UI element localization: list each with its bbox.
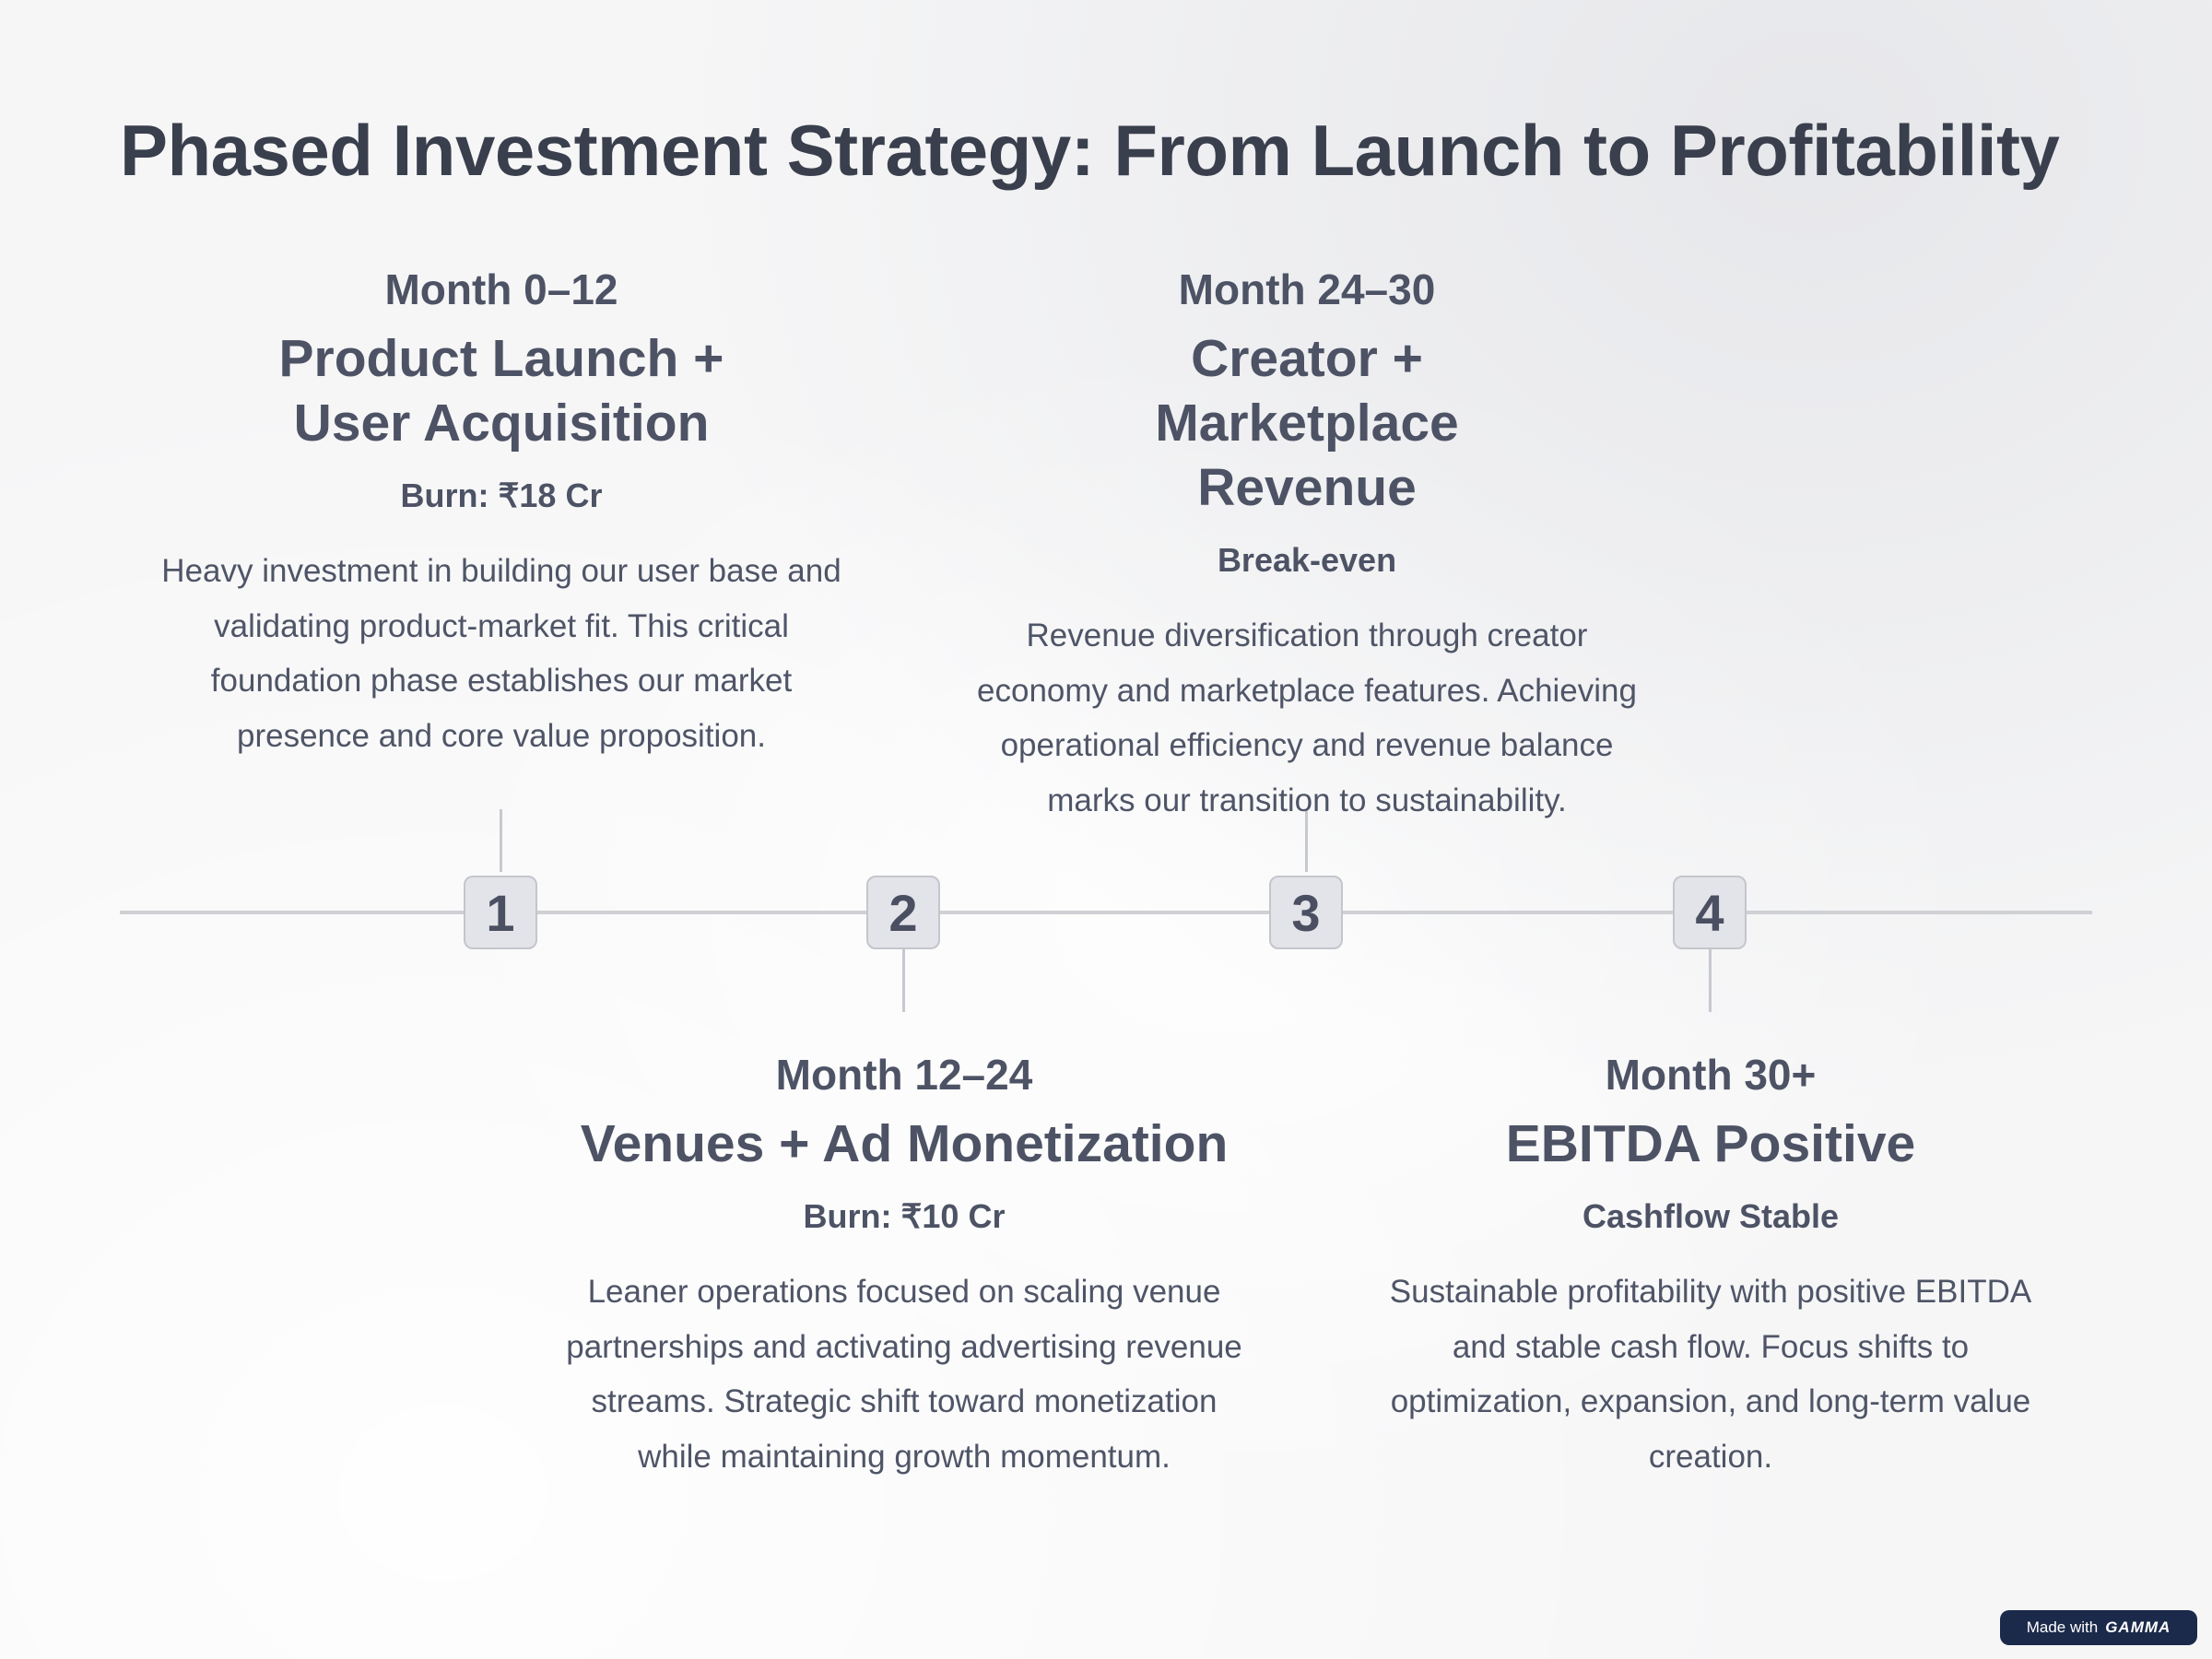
phase-3-period: Month 24–30 <box>1178 265 1436 313</box>
phase-2-period: Month 12–24 <box>775 1051 1033 1099</box>
phase-3-title: Creator + Marketplace Revenue <box>1155 329 1459 517</box>
connector-phase-1 <box>500 809 502 872</box>
phase-4-title: EBITDA Positive <box>1505 1114 1916 1173</box>
made-with-gamma-badge[interactable]: Made with GAMMA <box>2000 1610 2197 1645</box>
phase-1-period: Month 0–12 <box>384 265 618 313</box>
slide-title: Phased Investment Strategy: From Launch … <box>120 110 2060 191</box>
timeline-axis <box>120 911 2092 914</box>
phase-4-description: Sustainable profitability with positive … <box>1389 1274 2032 1475</box>
connector-phase-3 <box>1305 809 1308 872</box>
phase-2-title: Venues + Ad Monetization <box>580 1114 1229 1173</box>
connector-phase-4 <box>1709 949 1712 1012</box>
phase-2-description: Leaner operations focused on scaling ven… <box>566 1274 1242 1475</box>
phase-4-period: Month 30+ <box>1605 1051 1817 1099</box>
phase-3-card: Month 24–30 Creator + Marketplace Revenu… <box>947 264 1666 828</box>
phase-3-description: Revenue diversification through creator … <box>977 618 1637 818</box>
phase-1-title: Product Launch + User Acquisition <box>278 329 724 453</box>
phase-1-description: Heavy investment in building our user ba… <box>161 553 841 754</box>
phase-3-metric: Break-even <box>1217 541 1397 579</box>
phase-4-metric: Cashflow Stable <box>1582 1197 1840 1235</box>
phase-4-marker: 4 <box>1673 876 1747 949</box>
phase-1-card: Month 0–12 Product Launch + User Acquisi… <box>142 264 861 763</box>
phase-2-card: Month 12–24 Venues + Ad Monetization Bur… <box>545 1049 1264 1484</box>
connector-phase-2 <box>902 949 905 1012</box>
badge-prefix: Made with <box>2026 1618 2099 1636</box>
phase-1-marker: 1 <box>464 876 537 949</box>
phase-2-marker: 2 <box>866 876 940 949</box>
gamma-logo: GAMMA <box>2105 1618 2171 1636</box>
phase-3-marker: 3 <box>1269 876 1343 949</box>
phase-1-metric: Burn: ₹18 Cr <box>400 477 603 514</box>
phase-2-metric: Burn: ₹10 Cr <box>803 1197 1006 1235</box>
phase-4-card: Month 30+ EBITDA Positive Cashflow Stabl… <box>1351 1049 2070 1484</box>
